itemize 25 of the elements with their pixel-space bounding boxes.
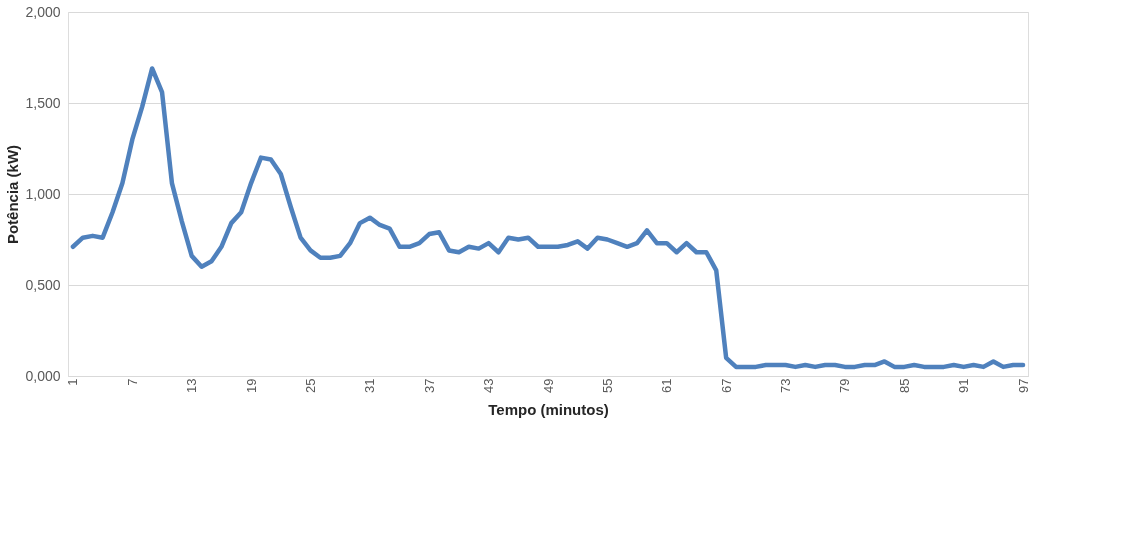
x-tick-label: 55 [599, 378, 615, 393]
x-tick-label: 79 [837, 378, 853, 393]
y-tick-label: 0,000 [25, 367, 61, 384]
y-tick-label: 1,500 [25, 94, 61, 111]
y-axis-title: Potência (kW) [4, 144, 22, 245]
x-tick-label: 37 [421, 378, 437, 393]
y-tick-label: 0,500 [25, 276, 61, 293]
x-tick-label: 49 [540, 378, 556, 393]
x-tick-label: 13 [184, 378, 200, 393]
y-tick-label: 2,000 [25, 3, 61, 20]
x-tick-label: 61 [659, 378, 675, 393]
y-tick-label: 1,000 [25, 185, 61, 202]
x-tick-label: 1 [65, 378, 81, 386]
x-axis-title: Tempo (minutos) [488, 400, 609, 418]
x-tick-label: 31 [362, 378, 378, 393]
x-tick-label: 19 [243, 378, 259, 393]
x-tick-label: 85 [896, 378, 912, 393]
x-tick-label: 43 [481, 378, 497, 393]
x-tick-label: 25 [302, 378, 318, 393]
x-tick-label: 67 [718, 378, 734, 393]
x-tick-label: 91 [956, 378, 972, 393]
x-tick-label: 7 [124, 378, 140, 386]
line-series [70, 66, 1026, 370]
x-tick-label: 97 [1015, 378, 1031, 393]
x-tick-label: 73 [778, 378, 794, 393]
